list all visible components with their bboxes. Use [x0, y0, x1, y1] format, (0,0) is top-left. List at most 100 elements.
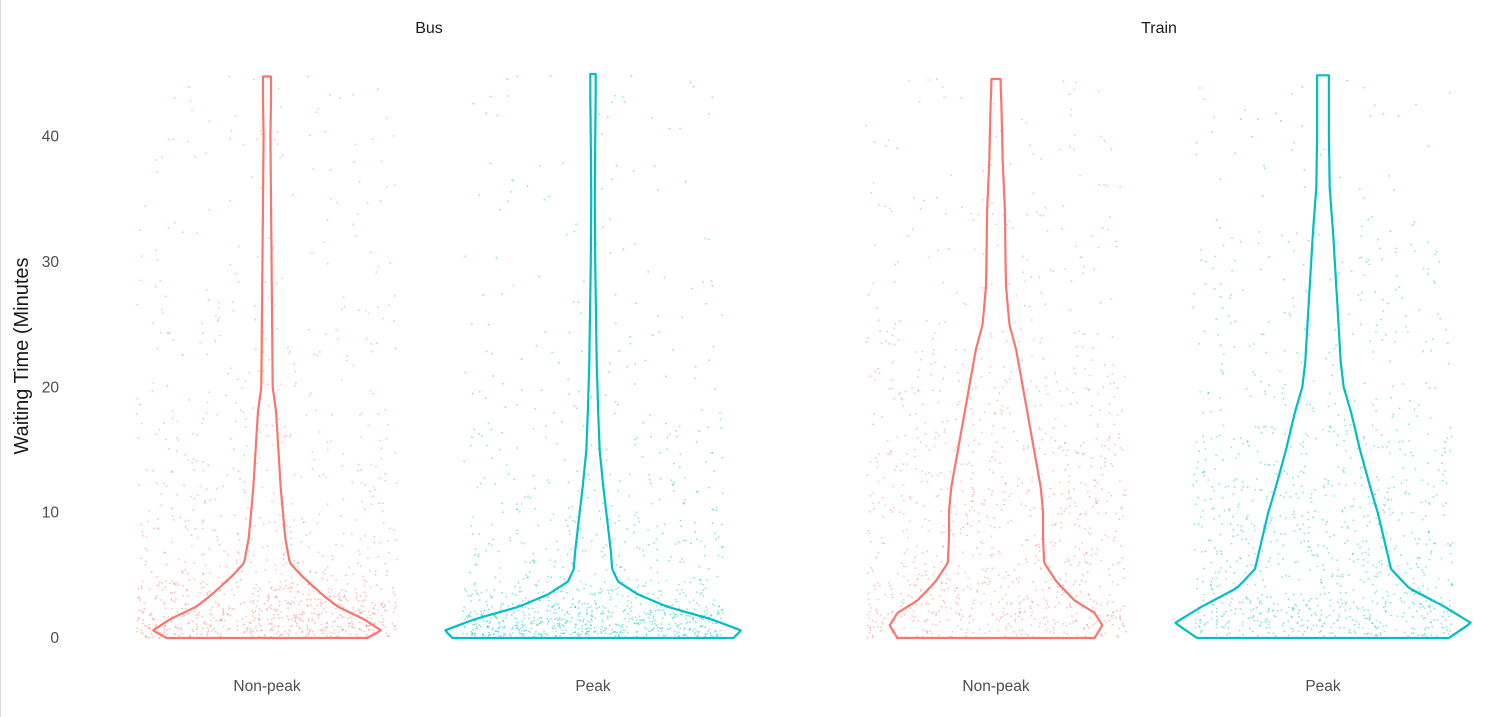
jitter-point — [1026, 213, 1029, 216]
jitter-point — [321, 578, 324, 580]
jitter-point — [694, 631, 696, 634]
jitter-point — [636, 622, 638, 625]
jitter-point — [635, 619, 638, 621]
jitter-point — [677, 625, 679, 628]
jitter-point — [633, 622, 636, 624]
jitter-point — [951, 631, 954, 633]
jitter-point — [1371, 424, 1374, 427]
jitter-point — [1444, 470, 1447, 472]
jitter-point — [1315, 624, 1318, 627]
jitter-point — [892, 596, 894, 599]
jitter-point — [1250, 609, 1253, 612]
jitter-point — [1001, 615, 1004, 618]
jitter-point — [361, 412, 363, 415]
jitter-point — [1327, 405, 1330, 408]
jitter-point — [552, 605, 555, 608]
jitter-point — [173, 600, 176, 603]
jitter-point — [966, 629, 969, 631]
jitter-point — [1044, 206, 1047, 209]
jitter-point — [590, 624, 593, 627]
jitter-point — [1249, 601, 1252, 604]
jitter-point — [1061, 228, 1063, 230]
jitter-point — [294, 617, 297, 619]
jitter-point — [993, 412, 996, 414]
jitter-point — [1108, 594, 1111, 596]
jitter-point — [277, 625, 280, 628]
jitter-point — [1400, 554, 1402, 557]
jitter-point — [1041, 473, 1043, 476]
jitter-point — [144, 634, 147, 637]
jitter-point — [1069, 402, 1072, 405]
jitter-point — [1316, 555, 1319, 558]
jitter-point — [571, 562, 574, 565]
jitter-point — [1221, 523, 1224, 525]
jitter-point — [966, 463, 968, 465]
jitter-point — [1064, 507, 1067, 510]
jitter-point — [896, 260, 899, 263]
jitter-point — [1253, 564, 1256, 566]
jitter-point — [657, 581, 660, 584]
jitter-point — [1437, 578, 1440, 580]
jitter-point — [283, 554, 285, 556]
jitter-point — [1228, 509, 1231, 512]
jitter-point — [1445, 328, 1447, 331]
jitter-point — [652, 628, 654, 631]
jitter-point — [1106, 614, 1109, 617]
jitter-point — [1062, 205, 1065, 208]
jitter-point — [1086, 624, 1088, 627]
jitter-point — [1228, 620, 1230, 623]
jitter-point — [143, 607, 146, 610]
jitter-point — [204, 564, 207, 567]
jitter-point — [1200, 248, 1202, 251]
jitter-point — [1084, 483, 1087, 486]
jitter-point — [997, 574, 1000, 576]
jitter-point — [1400, 512, 1403, 514]
jitter-point — [329, 169, 332, 172]
jitter-point — [1264, 463, 1266, 466]
jitter-point — [924, 518, 927, 521]
jitter-point — [634, 622, 637, 625]
jitter-point — [874, 244, 877, 247]
jitter-point — [898, 511, 901, 513]
jitter-point — [601, 619, 604, 621]
jitter-point — [553, 625, 556, 627]
jitter-point — [1096, 481, 1099, 484]
jitter-point — [1387, 594, 1389, 597]
jitter-point — [656, 525, 659, 528]
jitter-point — [1429, 417, 1432, 419]
jitter-point — [471, 323, 473, 326]
jitter-point — [943, 366, 946, 369]
jitter-point — [563, 458, 566, 461]
jitter-point — [888, 387, 891, 390]
jitter-point — [352, 364, 355, 367]
jitter-point — [373, 488, 376, 491]
jitter-point — [671, 483, 674, 486]
jitter-point — [1328, 591, 1330, 594]
jitter-point — [523, 617, 526, 620]
jitter-point — [496, 114, 499, 117]
jitter-point — [252, 615, 254, 617]
jitter-point — [1204, 458, 1207, 461]
jitter-point — [1019, 611, 1021, 613]
jitter-point — [583, 587, 585, 590]
jitter-point — [926, 631, 929, 633]
jitter-point — [1063, 631, 1065, 634]
jitter-point — [1428, 538, 1431, 541]
jitter-point — [634, 443, 637, 446]
jitter-point — [1292, 606, 1294, 609]
jitter-point — [1341, 526, 1343, 529]
jitter-point — [966, 522, 969, 525]
jitter-point — [1004, 635, 1007, 637]
jitter-point — [1354, 530, 1357, 533]
jitter-point — [473, 428, 476, 431]
jitter-point — [1349, 607, 1352, 610]
jitter-point — [216, 539, 219, 542]
jitter-point — [1121, 506, 1123, 508]
jitter-point — [1284, 574, 1287, 577]
jitter-point — [331, 558, 334, 561]
jitter-point — [357, 549, 360, 552]
jitter-point — [971, 464, 973, 467]
jitter-point — [190, 495, 193, 498]
jitter-point — [1195, 441, 1198, 444]
jitter-point — [909, 498, 912, 500]
